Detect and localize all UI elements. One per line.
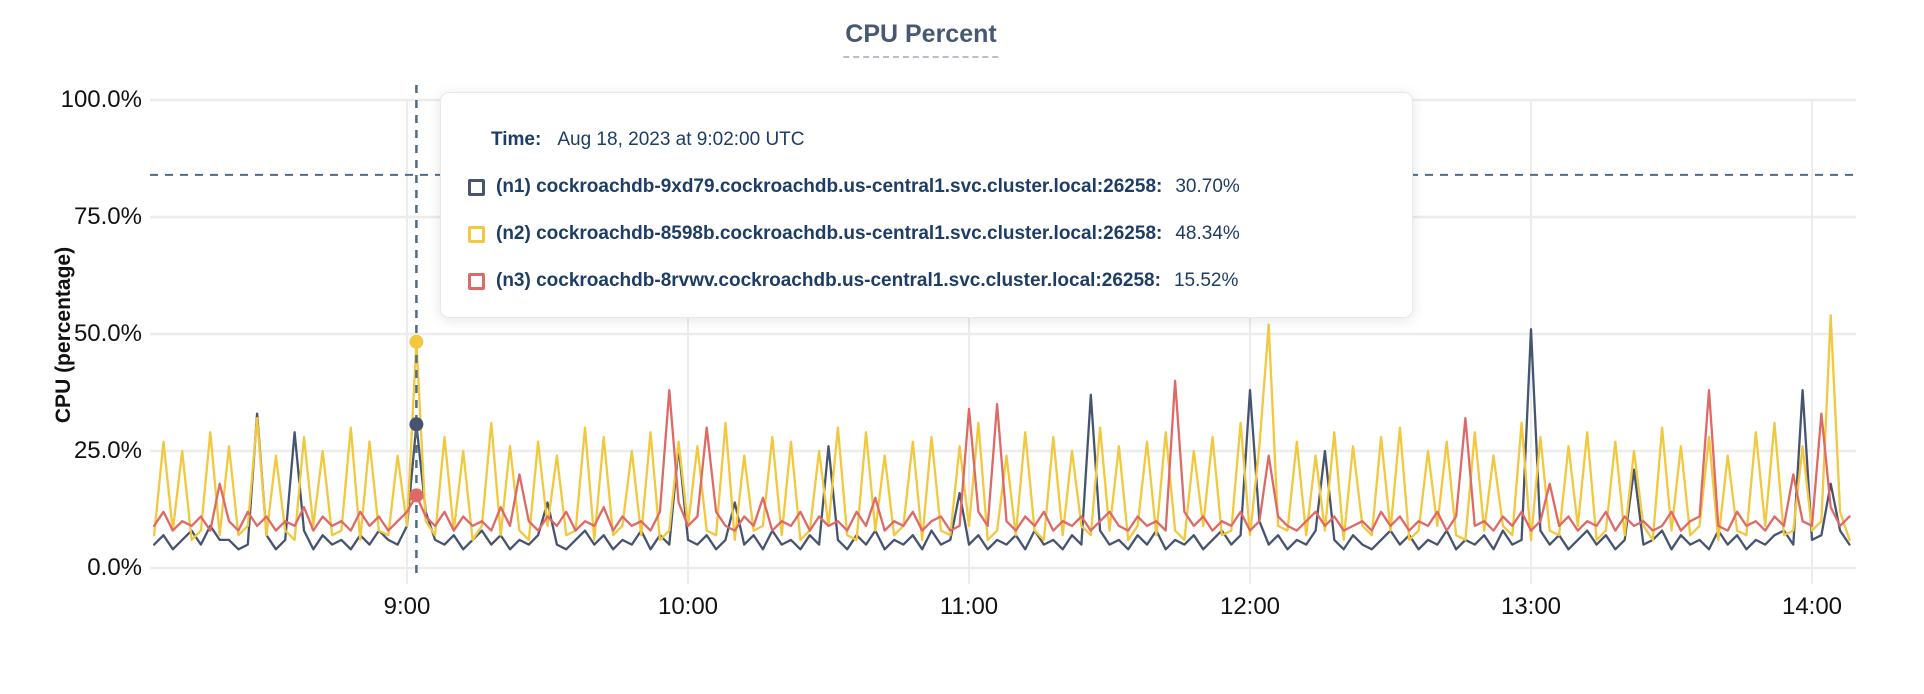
x-tick-label: 14:00	[1781, 593, 1843, 620]
series-line-n2	[152, 314, 1851, 542]
tooltip-time-row: Time: Aug 18, 2023 at 9:02:00 UTC	[491, 127, 1402, 153]
x-tick-label: 11:00	[939, 593, 999, 620]
tooltip-series-value: 15.52%	[1173, 270, 1239, 291]
chart-title[interactable]: CPU Percent	[843, 20, 999, 58]
y-tick-label: 0.0%	[87, 554, 142, 581]
tooltip-series-label: (n3) cockroachdb-8rvwv.cockroachdb.us-ce…	[496, 270, 1161, 291]
series-line-n1	[152, 328, 1851, 551]
y-axis-ticks: 100.0% 75.0% 50.0% 25.0% 0.0%	[0, 0, 142, 694]
y-tick-label: 100.0%	[60, 86, 142, 113]
x-tick-label: 13:00	[1500, 593, 1562, 620]
tooltip-row-n2: (n2) cockroachdb-8598b.cockroachdb.us-ce…	[468, 221, 1402, 247]
series-line-n3	[152, 379, 1851, 532]
hover-dot-n2	[409, 334, 424, 349]
tooltip-series-rows: (n1) cockroachdb-9xd79.cockroachdb.us-ce…	[468, 174, 1402, 294]
series-swatch-icon	[468, 178, 485, 196]
y-tick-label: 25.0%	[73, 437, 142, 464]
x-tick-label: 9:00	[383, 593, 431, 620]
x-axis-ticks: 9:00 10:00 11:00 12:00 13:00 14:00	[0, 592, 1924, 626]
tooltip-row-n3: (n3) cockroachdb-8rvwv.cockroachdb.us-ce…	[468, 268, 1402, 294]
tooltip-row-n1: (n1) cockroachdb-9xd79.cockroachdb.us-ce…	[468, 174, 1402, 200]
hover-tooltip: Time: Aug 18, 2023 at 9:02:00 UTC (n1) co…	[440, 92, 1413, 318]
y-tick-label: 75.0%	[73, 203, 142, 230]
series-swatch-icon	[468, 272, 485, 290]
tooltip-series-label: (n2) cockroachdb-8598b.cockroachdb.us-ce…	[496, 223, 1163, 244]
tooltip-series-label: (n1) cockroachdb-9xd79.cockroachdb.us-ce…	[496, 176, 1163, 197]
tooltip-series-value: 30.70%	[1175, 176, 1240, 197]
hover-dot-n3	[409, 488, 424, 503]
x-tick-label: 10:00	[657, 593, 719, 620]
hover-dot-n1	[409, 417, 424, 432]
tooltip-time-label: Time:	[491, 129, 542, 150]
series-swatch-icon	[468, 225, 485, 243]
y-tick-label: 50.0%	[73, 320, 142, 347]
tooltip-time-value: Aug 18, 2023 at 9:02:00 UTC	[557, 129, 805, 150]
x-tick-label: 12:00	[1219, 593, 1281, 620]
tooltip-series-value: 48.34%	[1175, 223, 1240, 244]
